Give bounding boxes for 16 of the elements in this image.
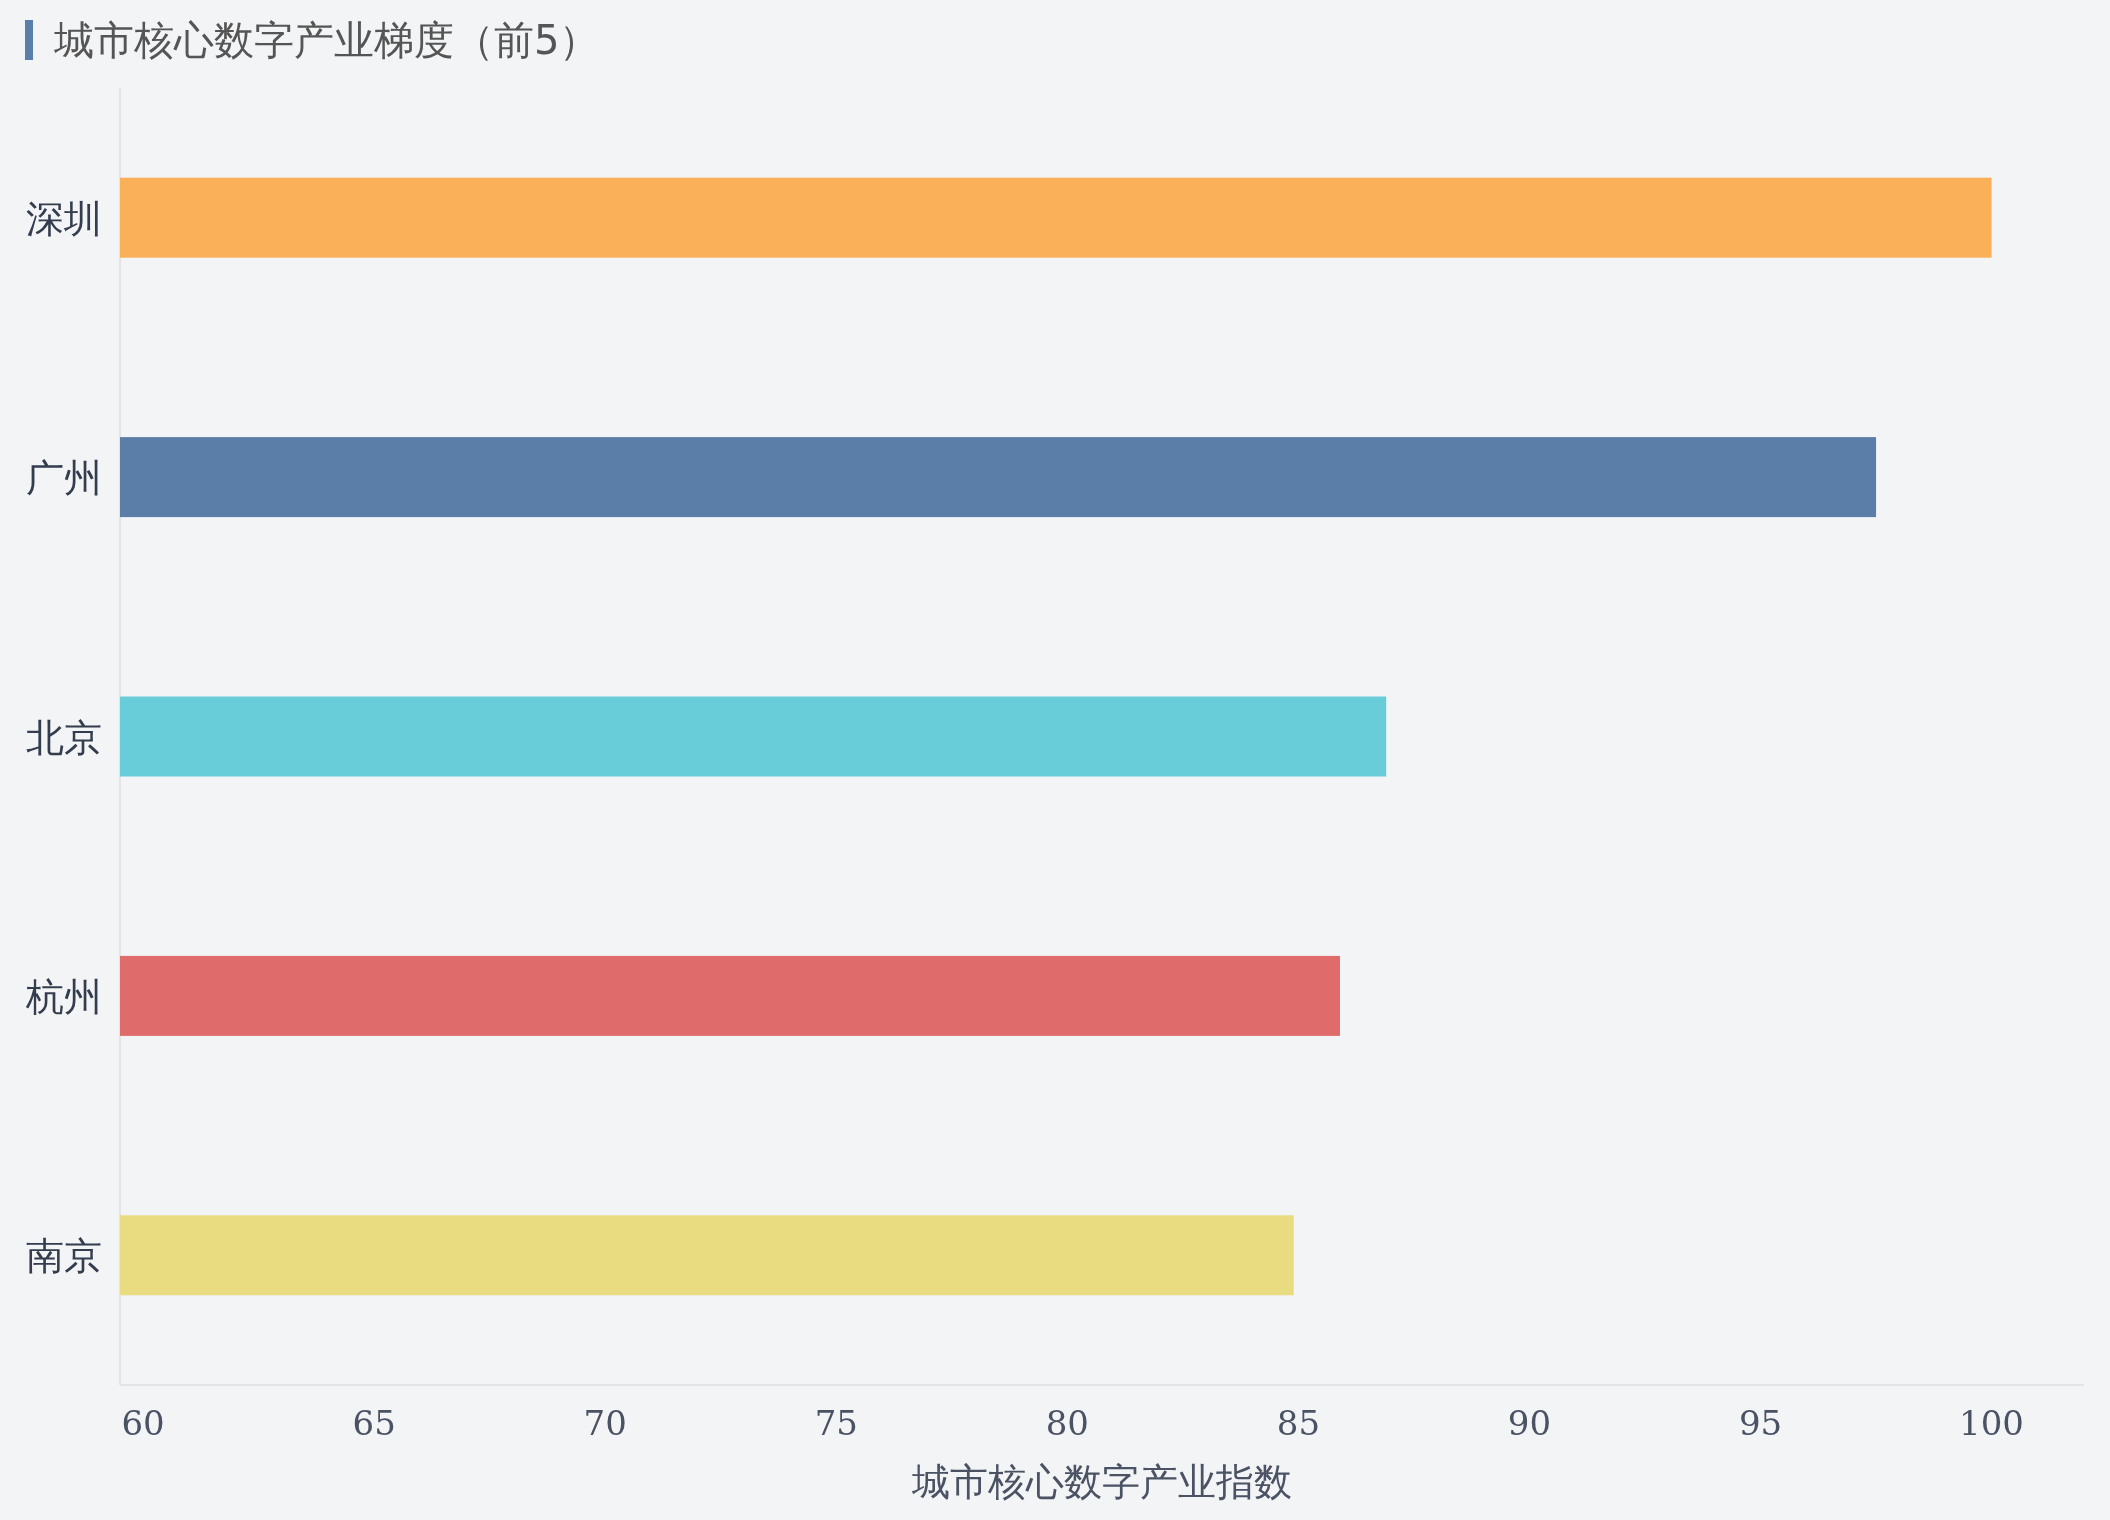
x-tick-label: 80 bbox=[1045, 1403, 1089, 1443]
x-tick-label: 95 bbox=[1738, 1403, 1783, 1443]
x-tick-label: 60 bbox=[121, 1403, 165, 1443]
x-tick-label: 100 bbox=[1959, 1403, 2025, 1443]
y-tick-label: 广州 bbox=[26, 456, 102, 501]
y-tick-label: 北京 bbox=[26, 715, 102, 760]
chart-title: 城市核心数字产业梯度（前5） bbox=[53, 17, 600, 63]
x-tick-label: 75 bbox=[814, 1403, 858, 1443]
x-tick-label: 85 bbox=[1276, 1403, 1321, 1443]
y-tick-label: 杭州 bbox=[25, 974, 102, 1019]
y-tick-label: 南京 bbox=[26, 1234, 102, 1279]
x-tick-label: 90 bbox=[1507, 1403, 1552, 1443]
x-tick-label: 65 bbox=[352, 1403, 396, 1443]
y-tick-label: 深圳 bbox=[26, 196, 102, 241]
x-tick-label: 70 bbox=[583, 1403, 627, 1443]
x-axis-title: 城市核心数字产业指数 bbox=[911, 1460, 1292, 1504]
